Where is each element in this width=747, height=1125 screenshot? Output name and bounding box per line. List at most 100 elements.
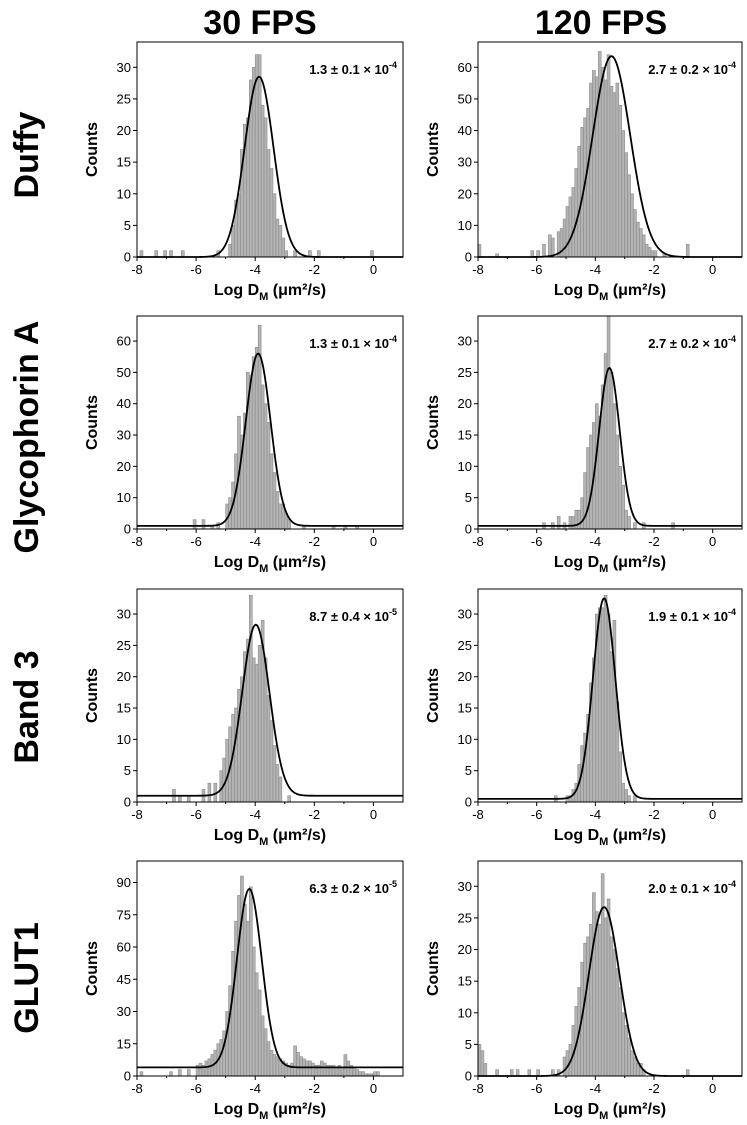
histogram-bar — [305, 1060, 309, 1077]
diffusion-coefficient-annotation: 2.7 ± 0.2 × 10-4 — [648, 60, 736, 77]
histogram-bar — [163, 250, 167, 258]
y-tick-label: 15 — [458, 974, 472, 989]
x-axis-label: Log DM (μm²/s) — [554, 1101, 666, 1122]
histogram-bar — [278, 503, 283, 530]
histogram-bar — [606, 898, 611, 1077]
x-axis-label: Log DM (μm²/s) — [214, 282, 326, 303]
histogram-bar — [618, 104, 623, 258]
y-tick-label: 45 — [117, 972, 131, 987]
y-tick-label: 10 — [458, 732, 472, 747]
y-tick-label: 25 — [458, 638, 472, 653]
y-tick-label: 25 — [117, 638, 131, 653]
x-tick-label: -2 — [648, 1081, 660, 1096]
plot-frame — [136, 315, 404, 530]
histogram-bar — [633, 209, 637, 258]
x-tick-label: 0 — [709, 807, 716, 822]
y-tick-label: 0 — [465, 522, 472, 537]
x-tick-label: 0 — [370, 262, 377, 277]
y-tick-label: 30 — [458, 155, 472, 170]
x-tick-label: -6 — [531, 262, 543, 277]
diffusion-coefficient-annotation: 1.9 ± 0.1 × 10-4 — [648, 607, 736, 624]
y-tick-label: 90 — [117, 875, 131, 890]
row-label-band-3: Band 3 — [8, 650, 46, 763]
x-tick-label: -8 — [131, 807, 143, 822]
histogram-bar — [269, 1049, 274, 1077]
histogram-bar — [207, 782, 212, 803]
histogram-bar — [592, 892, 596, 1077]
histogram-panels: -8 -6 -4 -2 0 0 5 10 15 20 25 30 Log DM (μm²/s) Count… — [84, 41, 743, 1122]
histogram-bar — [186, 1069, 191, 1077]
y-tick-label: 15 — [458, 428, 472, 443]
y-tick-label: 20 — [458, 942, 472, 957]
histogram-bar — [603, 79, 608, 258]
diffusion-coefficient-annotation: 8.7 ± 0.4 × 10-5 — [309, 607, 397, 624]
histogram-bar — [373, 1071, 377, 1077]
histogram-bar — [577, 146, 581, 258]
x-axis-label: Log DM (μm²/s) — [554, 282, 666, 303]
histogram-bar — [296, 1052, 300, 1077]
panel-glycophorin-a-120fps: -8 -6 -4 -2 0 0 5 10 15 20 25 30 Log DM (μm²/s) Count… — [425, 315, 743, 575]
histogram-bar — [254, 663, 259, 803]
histogram-bar — [269, 168, 274, 258]
histogram-bar — [376, 1071, 380, 1077]
histogram-bar — [621, 130, 625, 258]
histogram-bar — [644, 244, 649, 258]
histogram-bar — [636, 1063, 640, 1077]
histogram-bar — [621, 1012, 625, 1077]
gaussian-fit-line — [478, 597, 742, 800]
histogram-bar — [246, 920, 250, 1077]
y-tick-label: 0 — [124, 522, 131, 537]
histogram-bar — [254, 54, 259, 258]
histogram-bar — [609, 372, 614, 530]
histogram-bar — [246, 117, 250, 258]
y-tick-label: 15 — [117, 701, 131, 716]
y-tick-label: 0 — [124, 250, 131, 265]
histogram-bar — [204, 1060, 209, 1077]
histogram-bar — [290, 1062, 294, 1077]
histogram-bar — [612, 92, 617, 258]
column-title-120fps: 120 FPS — [535, 4, 667, 42]
y-tick-label: 30 — [117, 60, 131, 75]
histogram-bar — [251, 356, 256, 530]
histogram-bar — [263, 1028, 268, 1077]
histogram-bar — [606, 613, 611, 803]
histogram-bar — [293, 250, 297, 258]
histogram-bar — [577, 509, 581, 530]
y-tick-label: 25 — [117, 91, 131, 106]
histogram-bar — [225, 739, 229, 803]
histogram-bar — [263, 657, 268, 803]
x-tick-label: -6 — [190, 807, 202, 822]
histogram-bar — [627, 516, 631, 530]
y-tick-label: 60 — [458, 60, 472, 75]
y-tick-label: 30 — [458, 334, 472, 349]
histogram-bar — [609, 651, 614, 803]
histogram-bar — [269, 720, 274, 803]
y-tick-label: 30 — [117, 1004, 131, 1019]
histogram-bar — [536, 1069, 540, 1077]
y-tick-label: 20 — [458, 396, 472, 411]
panel-band-3-120fps: -8 -6 -4 -2 0 0 5 10 15 20 25 30 Log DM (μm²/s) Count… — [425, 588, 743, 848]
y-axis-label: Counts — [425, 395, 442, 450]
x-tick-label: -2 — [648, 534, 660, 549]
x-tick-label: 0 — [709, 534, 716, 549]
histogram-bar — [548, 234, 552, 258]
y-axis-label: Counts — [425, 941, 442, 996]
y-tick-label: 30 — [117, 607, 131, 622]
y-tick-label: 10 — [458, 218, 472, 233]
histogram-bar — [278, 776, 283, 803]
histogram-bar — [615, 434, 620, 530]
x-axis-label: Log DM (μm²/s) — [214, 554, 326, 575]
histogram-bar — [299, 1056, 303, 1077]
histogram-bar — [272, 472, 277, 530]
x-axis-label: Log DM (μm²/s) — [554, 554, 666, 575]
histogram-bar — [254, 972, 259, 1077]
x-tick-label: -8 — [472, 807, 484, 822]
histogram-bar — [624, 1025, 628, 1077]
plot-frame — [136, 860, 404, 1077]
histogram-bar — [562, 1056, 567, 1077]
histogram-bar — [571, 516, 576, 530]
histogram-bar — [609, 85, 614, 258]
histogram-bar — [633, 1056, 637, 1077]
y-tick-label: 30 — [117, 428, 131, 443]
histogram-bar — [269, 453, 274, 530]
